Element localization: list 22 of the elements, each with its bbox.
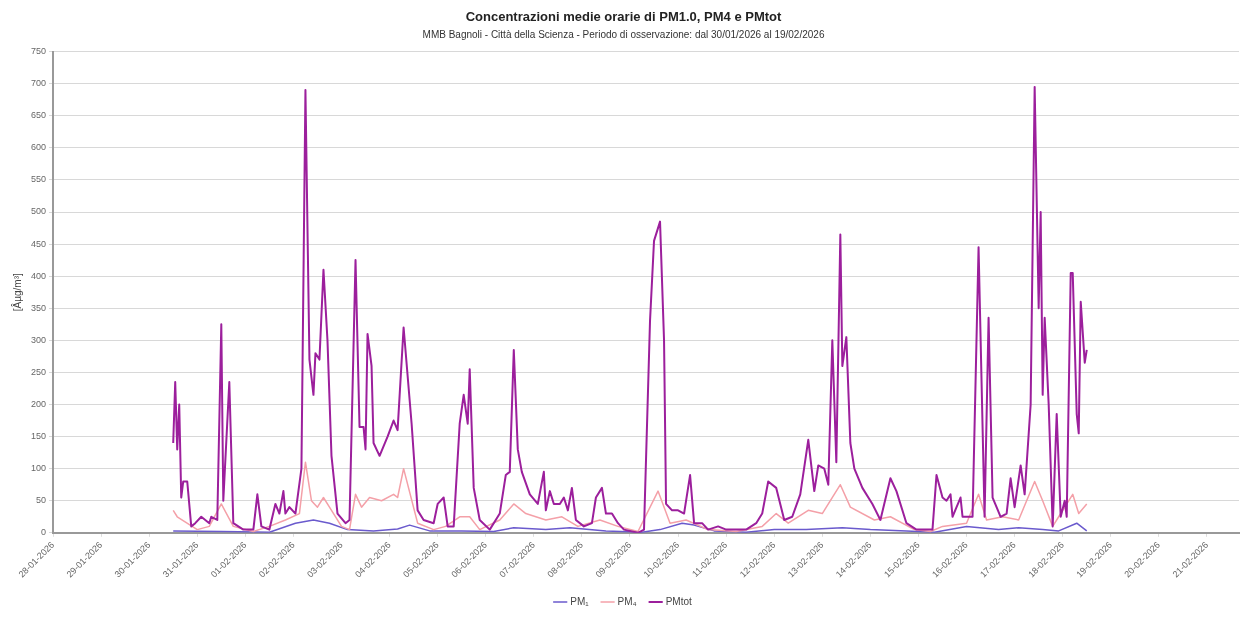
y-tick-label: 300	[30, 334, 47, 345]
y-tick-label: 350	[30, 302, 47, 313]
y-tick-label: 0	[41, 527, 47, 538]
y-tick-label: 600	[30, 142, 47, 153]
y-axis-title: [Âµg/m³]	[10, 273, 23, 312]
legend-label: PM₄	[617, 595, 637, 607]
y-tick-label: 200	[30, 398, 47, 409]
y-tick-label: 700	[30, 78, 47, 89]
y-tick-label: 150	[30, 431, 47, 442]
y-tick-label: 750	[30, 46, 47, 57]
chart-subtitle: MMB Bagnoli - Città della Scienza - Periodo di osservazione: dal 30/01/2026 al 19/02/2026	[422, 29, 825, 41]
y-tick-label: 100	[30, 463, 47, 474]
y-tick-label: 650	[30, 110, 47, 121]
y-tick-label: 550	[30, 174, 47, 185]
legend-label: PM₁	[570, 595, 590, 607]
y-tick-label: 450	[30, 238, 47, 249]
chart-title: Concentrazioni medie orarie di PM1.0, PM4 e PMtot	[465, 9, 782, 25]
legend-label: PMtot	[665, 595, 693, 607]
y-tick-label: 250	[30, 366, 47, 377]
y-tick-label: 500	[30, 206, 47, 217]
y-tick-label: 50	[36, 495, 47, 506]
y-tick-label: 400	[30, 270, 47, 281]
